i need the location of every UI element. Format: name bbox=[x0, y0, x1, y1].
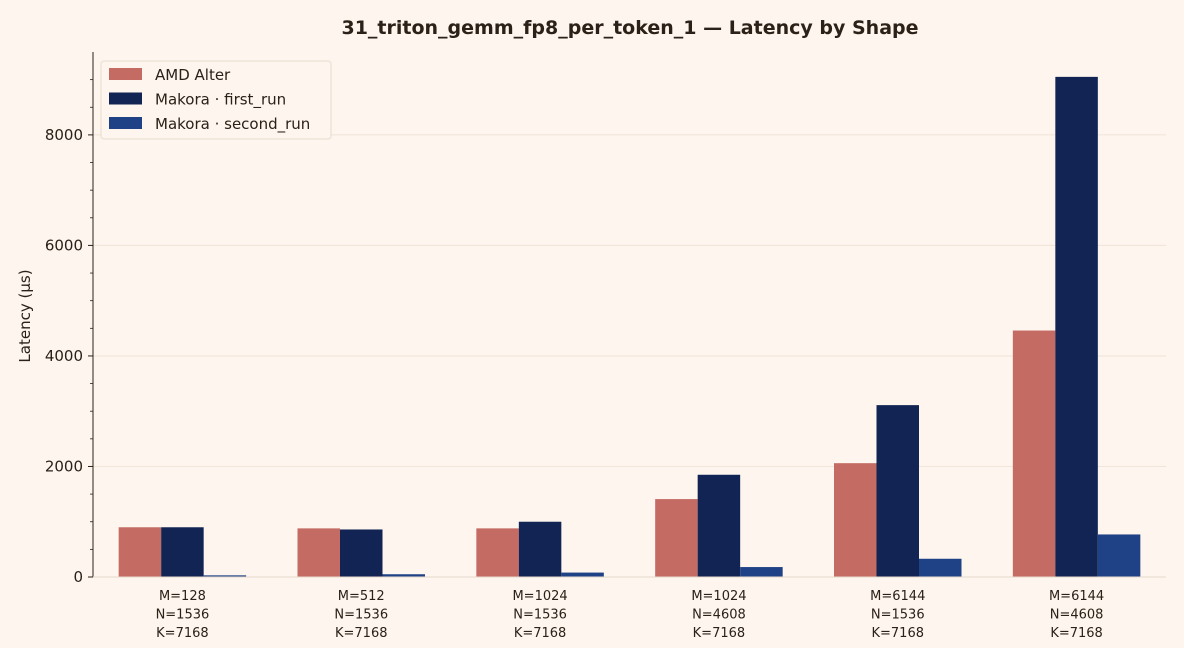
x-tick-label: K=7168 bbox=[156, 626, 209, 641]
x-tick-label: N=1536 bbox=[156, 608, 210, 623]
bar-amd-alter-0 bbox=[118, 527, 162, 577]
x-tick-label: K=7168 bbox=[335, 626, 388, 641]
legend: AMD Alter Makora · first_run Makora · seco… bbox=[100, 60, 332, 140]
x-tick-label: K=7168 bbox=[1050, 626, 1103, 641]
bar-makora-first-run-5 bbox=[1055, 76, 1098, 578]
bar-makora-second-run-0 bbox=[203, 575, 247, 577]
x-tick-label: N=1536 bbox=[334, 608, 388, 623]
x-tick-label: K=7168 bbox=[871, 626, 924, 641]
bar-makora-second-run-4 bbox=[919, 558, 962, 577]
bar-makora-first-run-0 bbox=[161, 527, 204, 577]
legend-box bbox=[100, 60, 332, 140]
chart-title: 31_triton_gemm_fp8_per_token_1 — Latency… bbox=[341, 17, 918, 39]
bar-amd-alter-4 bbox=[834, 463, 877, 577]
y-axis: 0 2000 4000 6000 8000 bbox=[45, 52, 94, 586]
legend-swatch bbox=[109, 92, 142, 105]
bar-amd-alter-1 bbox=[297, 528, 340, 577]
x-tick-label: M=1024 bbox=[512, 589, 567, 604]
bar-makora-first-run-2 bbox=[518, 521, 562, 577]
x-tick-label: M=512 bbox=[338, 589, 385, 604]
x-tick-label: M=128 bbox=[159, 589, 206, 604]
bar-makora-second-run-5 bbox=[1097, 534, 1141, 577]
x-tick-label: N=4608 bbox=[1050, 608, 1104, 623]
bar-amd-alter-2 bbox=[476, 528, 519, 577]
y-tick-label: 4000 bbox=[45, 347, 83, 365]
legend-label: Makora · first_run bbox=[155, 91, 286, 110]
legend-swatch bbox=[109, 117, 142, 129]
x-tick-label: K=7168 bbox=[514, 626, 567, 641]
x-tick-label: N=4608 bbox=[692, 608, 746, 623]
bar-makora-second-run-3 bbox=[740, 567, 783, 577]
bar-makora-second-run-1 bbox=[382, 574, 425, 577]
x-tick-label: N=1536 bbox=[513, 608, 567, 623]
y-tick-label: 0 bbox=[73, 568, 83, 586]
bars bbox=[118, 76, 1141, 578]
x-tick-label: M=6144 bbox=[870, 589, 925, 604]
legend-label: Makora · second_run bbox=[155, 115, 310, 134]
y-axis-label: Latency (µs) bbox=[16, 269, 34, 362]
grid-lines bbox=[93, 134, 1166, 467]
bar-makora-first-run-3 bbox=[697, 474, 741, 577]
x-axis: M=128 N=1536 K=7168 M=512 N=1536 K=7168 M=1024… bbox=[93, 576, 1166, 641]
bar-amd-alter-5 bbox=[1012, 330, 1056, 577]
x-tick-label: M=1024 bbox=[691, 589, 746, 604]
legend-swatch bbox=[109, 68, 142, 80]
bar-amd-alter-3 bbox=[655, 499, 698, 577]
bar-makora-first-run-4 bbox=[876, 405, 919, 577]
bar-makora-first-run-1 bbox=[340, 529, 383, 577]
x-tick-label: K=7168 bbox=[693, 626, 746, 641]
x-tick-label: M=6144 bbox=[1049, 589, 1104, 604]
y-tick-label: 2000 bbox=[45, 457, 83, 475]
y-tick-label: 8000 bbox=[45, 126, 83, 144]
bar-makora-second-run-2 bbox=[561, 572, 604, 577]
legend-label: AMD Alter bbox=[155, 66, 231, 84]
x-tick-label: N=1536 bbox=[871, 608, 925, 623]
y-tick-label: 6000 bbox=[45, 236, 83, 254]
